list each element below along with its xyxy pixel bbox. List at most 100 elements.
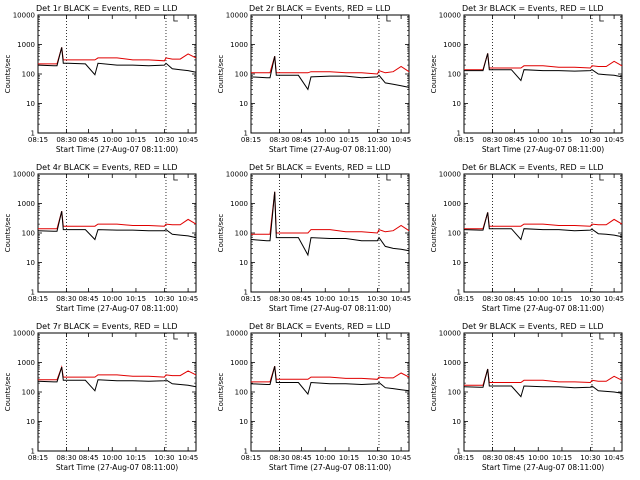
x-tick-label: 10:30 [154, 136, 174, 144]
x-tick-label: 10:00 [528, 295, 548, 303]
x-tick-label: 10:45 [178, 136, 198, 144]
x-tick-label: 08:45 [78, 454, 98, 462]
x-axis-label: Start Time (27-Aug-07 08:11:00) [269, 463, 391, 472]
events-series-line [464, 53, 623, 82]
x-tick-label: 10:00 [102, 136, 122, 144]
x-tick-label: 08:30 [269, 136, 289, 144]
panel-title: Det 5r BLACK = Events, RED = LLD [249, 163, 391, 172]
events-series-line [250, 366, 410, 396]
interval-bracket [173, 333, 178, 340]
x-axis-label: Start Time (27-Aug-07 08:11:00) [269, 304, 391, 313]
x-tick-label: 08:45 [291, 454, 311, 462]
x-tick-label: 08:15 [28, 136, 48, 144]
panel-title: Det 6r BLACK = Events, RED = LLD [462, 163, 604, 172]
x-tick-label: 10:30 [154, 454, 174, 462]
y-axis-label: Counts/sec [217, 373, 225, 412]
y-tick-label: 1000 [17, 359, 35, 367]
x-tick-label: 10:00 [102, 454, 122, 462]
x-axis-label: Start Time (27-Aug-07 08:11:00) [482, 304, 604, 313]
events-series-line [37, 47, 197, 76]
x-tick-label: 10:15 [126, 295, 146, 303]
x-axis-label: Start Time (27-Aug-07 08:11:00) [56, 304, 178, 313]
x-tick-label: 08:15 [28, 295, 48, 303]
y-tick-label: 10 [26, 100, 35, 108]
y-axis-label: Counts/sec [4, 55, 12, 94]
x-tick-label: 08:15 [28, 454, 48, 462]
interval-bracket [173, 174, 178, 181]
x-tick-label: 10:30 [154, 295, 174, 303]
y-axis-label: Counts/sec [217, 214, 225, 253]
x-tick-label: 08:45 [504, 295, 524, 303]
x-tick-label: 08:30 [56, 136, 76, 144]
y-axis-label: Counts/sec [430, 55, 438, 94]
x-tick-label: 10:45 [604, 295, 624, 303]
y-tick-label: 10000 [13, 171, 35, 179]
y-tick-label: 10 [239, 418, 248, 426]
y-tick-label: 10 [239, 259, 248, 267]
y-axis-label: Counts/sec [217, 55, 225, 94]
y-tick-label: 100 [235, 389, 248, 397]
y-tick-label: 10 [239, 100, 248, 108]
y-tick-label: 10000 [13, 330, 35, 338]
x-tick-label: 10:45 [391, 454, 411, 462]
detector-panel: Det 9r BLACK = Events, RED = LLD 1 10 100 10… [430, 322, 624, 472]
x-tick-label: 08:30 [269, 454, 289, 462]
x-axis-label: Start Time (27-Aug-07 08:11:00) [56, 463, 178, 472]
x-tick-label: 08:45 [504, 454, 524, 462]
plot-frame [250, 14, 410, 134]
detector-panel: Det 5r BLACK = Events, RED = LLD 1 10 100 10… [217, 163, 411, 313]
x-tick-label: 10:45 [178, 454, 198, 462]
x-tick-label: 08:30 [56, 295, 76, 303]
x-tick-label: 10:15 [339, 136, 359, 144]
x-axis-label: Start Time (27-Aug-07 08:11:00) [482, 463, 604, 472]
x-tick-label: 10:15 [552, 295, 572, 303]
plot-frame [37, 14, 197, 134]
y-tick-label: 1 [31, 289, 35, 297]
y-tick-label: 10000 [13, 12, 35, 20]
events-series-line [463, 368, 623, 398]
x-tick-label: 10:45 [391, 136, 411, 144]
x-tick-label: 10:00 [315, 136, 335, 144]
panel-title: Det 1r BLACK = Events, RED = LLD [36, 4, 178, 13]
y-tick-label: 10 [452, 100, 461, 108]
y-tick-label: 100 [235, 230, 248, 238]
events-series-line [37, 211, 197, 241]
x-tick-label: 08:45 [78, 136, 98, 144]
detector-panel: Det 6r BLACK = Events, RED = LLD 1 10 100 10… [430, 163, 624, 313]
y-tick-label: 10 [26, 418, 35, 426]
y-tick-label: 10 [452, 259, 461, 267]
panel-title: Det 3r BLACK = Events, RED = LLD [462, 4, 604, 13]
detector-panel: Det 4r BLACK = Events, RED = LLD 1 10 100 10… [4, 163, 198, 313]
plot-frame [37, 332, 197, 452]
y-axis-label: Counts/sec [4, 373, 12, 412]
x-tick-label: 10:00 [315, 454, 335, 462]
x-tick-label: 08:30 [482, 295, 502, 303]
panel-title: Det 8r BLACK = Events, RED = LLD [249, 322, 391, 331]
x-tick-label: 08:30 [56, 454, 76, 462]
x-tick-label: 08:45 [291, 136, 311, 144]
y-axis-label: Counts/sec [430, 214, 438, 253]
y-tick-label: 1 [244, 289, 248, 297]
plot-frame [250, 332, 410, 452]
x-axis-label: Start Time (27-Aug-07 08:11:00) [269, 145, 391, 154]
y-tick-label: 1 [457, 130, 461, 138]
y-tick-label: 1000 [230, 41, 248, 49]
x-tick-label: 08:15 [241, 295, 261, 303]
detector-panel: Det 1r BLACK = Events, RED = LLD 1 10 100 10… [4, 4, 198, 154]
x-tick-label: 08:15 [241, 454, 261, 462]
x-tick-label: 10:30 [367, 454, 387, 462]
events-series-line [37, 366, 197, 392]
y-tick-label: 1000 [443, 359, 461, 367]
x-tick-label: 10:15 [126, 454, 146, 462]
y-axis-label: Counts/sec [430, 373, 438, 412]
x-tick-label: 10:15 [339, 454, 359, 462]
interval-bracket [599, 174, 604, 181]
panel-title: Det 9r BLACK = Events, RED = LLD [462, 322, 604, 331]
y-tick-label: 1000 [17, 41, 35, 49]
x-tick-label: 10:45 [391, 295, 411, 303]
interval-bracket [386, 15, 391, 22]
y-tick-label: 10 [26, 259, 35, 267]
y-tick-label: 1000 [17, 200, 35, 208]
plot-frame [37, 173, 197, 293]
